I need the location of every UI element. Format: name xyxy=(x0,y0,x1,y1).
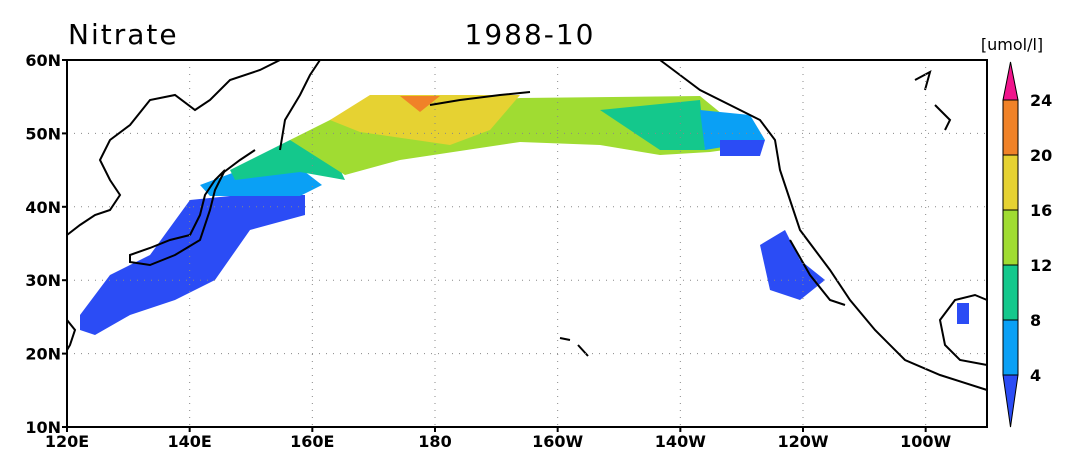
colorbar: 4 8 12 16 20 24 xyxy=(1002,61,1052,428)
colorbar-label: 12 xyxy=(1030,256,1052,275)
y-tick-label: 50N xyxy=(25,124,61,143)
kamchatka xyxy=(279,59,321,151)
china-coast xyxy=(66,319,77,351)
x-tick-label: 120E xyxy=(45,432,89,451)
hawaii xyxy=(559,337,589,357)
title: Nitrate xyxy=(68,18,179,51)
data-field xyxy=(80,95,969,335)
colorbar-segment xyxy=(1002,154,1019,211)
colorbar-high xyxy=(1002,61,1019,101)
data-patch xyxy=(720,140,765,156)
colorbar-low xyxy=(1002,374,1019,428)
colorbar-segment xyxy=(1002,209,1019,266)
axes: 120E 140E 160E 180 160W 140W 120W 100W 10N 20N 30N… xyxy=(25,51,987,451)
x-tick-label: 140W xyxy=(655,432,706,451)
map-frame xyxy=(66,59,988,428)
x-tick-label: 160W xyxy=(532,432,583,451)
colorbar-segment xyxy=(1002,99,1019,156)
data-patch xyxy=(957,303,969,324)
islands xyxy=(429,70,952,131)
colorbar-label: 16 xyxy=(1030,201,1052,220)
colorbar-label: 8 xyxy=(1030,311,1041,330)
x-tick-label: 140E xyxy=(168,432,212,451)
units: [umol/l] xyxy=(981,35,1043,54)
data-patch xyxy=(600,100,705,150)
colorbar-label: 20 xyxy=(1030,146,1052,165)
colorbar-label: 4 xyxy=(1030,366,1041,385)
date: 1988-10 xyxy=(465,18,596,51)
y-tick-label: 20N xyxy=(25,345,61,364)
asia-coast xyxy=(66,59,281,236)
x-tick-label: 160E xyxy=(290,432,334,451)
y-tick-label: 30N xyxy=(25,271,61,290)
y-tick-label: 40N xyxy=(25,198,61,217)
data-patch xyxy=(400,96,440,112)
gulf xyxy=(938,293,988,366)
data-patch xyxy=(80,195,305,335)
y-tick-label: 60N xyxy=(25,51,61,70)
x-tick-label: 100W xyxy=(900,432,951,451)
coastlines xyxy=(66,59,988,391)
y-tick-label: 10N xyxy=(25,418,61,437)
colorbar-segment xyxy=(1002,264,1019,321)
na-coast xyxy=(659,59,988,391)
colorbar-label: 24 xyxy=(1030,91,1052,110)
baja xyxy=(789,239,846,306)
kuril xyxy=(219,149,256,176)
data-patch xyxy=(330,95,520,145)
data-patch xyxy=(200,168,322,196)
x-tick-label: 180 xyxy=(418,432,451,451)
data-patch xyxy=(760,230,825,300)
x-tick-label: 120W xyxy=(777,432,828,451)
colorbar-segment xyxy=(1002,319,1019,376)
